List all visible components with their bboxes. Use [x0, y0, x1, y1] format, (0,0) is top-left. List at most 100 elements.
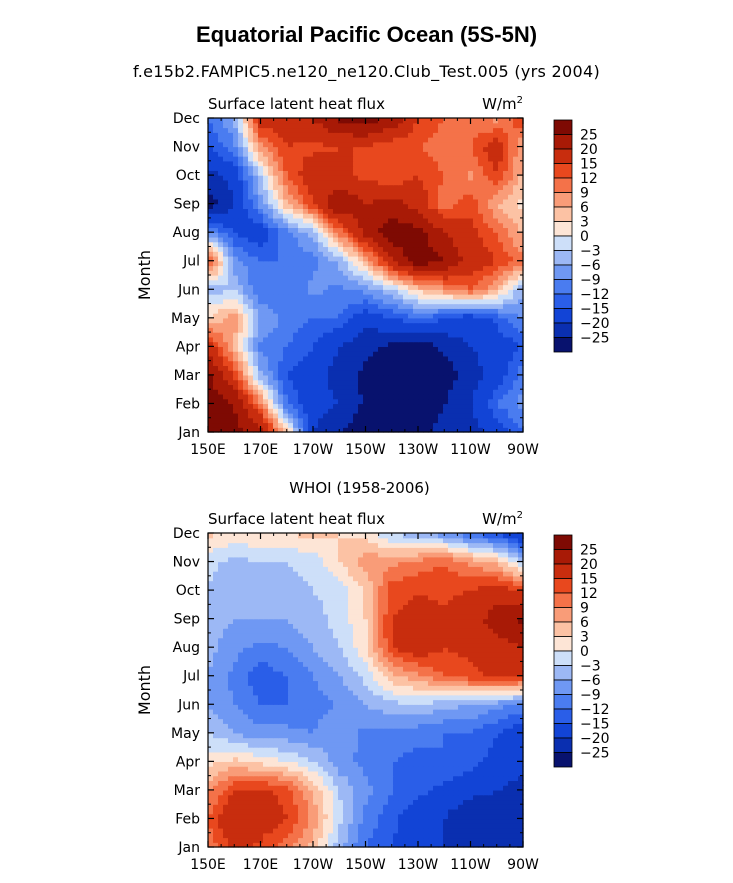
heat-cell [313, 379, 319, 386]
heat-cell [373, 379, 379, 386]
heat-cell [253, 823, 259, 829]
heat-cell [218, 303, 224, 309]
heat-cell [283, 227, 289, 233]
heat-cell [233, 427, 239, 433]
heat-cell [303, 398, 309, 405]
heat-cell [418, 370, 424, 376]
heat-cell [338, 137, 344, 143]
heat-cell [423, 379, 429, 386]
heat-cell [458, 232, 464, 238]
heat-cell [338, 313, 344, 319]
heat-cell [268, 417, 274, 424]
heat-cell [228, 336, 234, 343]
heat-cell [418, 827, 424, 834]
heat-cell [238, 403, 244, 409]
heat-cell [388, 289, 394, 295]
heat-cell [448, 284, 454, 290]
heat-cell [478, 260, 484, 267]
heat-cell [233, 179, 239, 186]
heat-cell [493, 208, 499, 214]
heat-cell [303, 403, 309, 409]
heat-cell [233, 189, 239, 195]
heat-cell [273, 194, 279, 200]
heat-cell [393, 251, 399, 257]
heat-cell [303, 384, 309, 390]
heat-cell [358, 255, 364, 262]
heat-cell [413, 393, 419, 400]
y-tick-label: Oct [176, 168, 201, 184]
heat-cell [433, 160, 439, 167]
heat-cell [458, 198, 464, 205]
heat-cell [483, 127, 489, 133]
heat-cell [358, 279, 364, 286]
heat-cell [353, 403, 359, 409]
heat-cell [313, 246, 319, 252]
heat-cell [458, 427, 464, 433]
heat-cell [453, 379, 459, 386]
heat-cell [273, 804, 279, 810]
heat-cell [403, 194, 409, 200]
heat-cell [428, 403, 434, 409]
heat-cell [508, 241, 514, 248]
heat-cell [463, 818, 469, 824]
heat-cell [338, 403, 344, 409]
heat-cell [223, 389, 229, 395]
heat-cell [518, 336, 524, 343]
heat-cell [288, 203, 294, 209]
heat-cell [323, 370, 329, 376]
heat-cell [213, 141, 219, 148]
heat-cell [418, 165, 424, 171]
heat-cell [443, 122, 449, 129]
heat-cell [408, 175, 414, 181]
heat-cell [413, 251, 419, 257]
heat-cell [288, 412, 294, 419]
heat-cell [318, 275, 324, 281]
heat-cell [378, 818, 384, 824]
heat-cell [453, 179, 459, 186]
heat-cell [513, 327, 519, 333]
heat-cell [293, 813, 299, 820]
heat-cell [243, 222, 249, 229]
heat-cell [373, 227, 379, 233]
heat-cell [518, 255, 524, 262]
heat-cell [238, 332, 244, 338]
heat-cell [408, 141, 414, 148]
heat-cell [328, 122, 334, 129]
heat-cell [293, 127, 299, 133]
heat-cell [488, 284, 494, 290]
heat-cell [243, 132, 249, 138]
heat-cell [468, 379, 474, 386]
heat-cell [458, 303, 464, 309]
heat-cell [438, 379, 444, 386]
heat-cell [393, 808, 399, 815]
heat-cell [373, 308, 379, 314]
heat-cell [498, 265, 504, 271]
heat-cell [398, 842, 404, 848]
heat-cell [238, 374, 244, 381]
heat-cell [213, 355, 219, 362]
heat-cell [438, 156, 444, 162]
heat-cell [238, 346, 244, 352]
heat-cell [243, 393, 249, 400]
heat-cell [493, 365, 499, 371]
heat-cell [248, 389, 254, 395]
heat-cell [263, 351, 269, 357]
heat-cell [268, 255, 274, 262]
heat-cell [238, 837, 244, 843]
heat-cell [293, 222, 299, 229]
heat-cell [448, 184, 454, 190]
heat-cell [393, 146, 399, 152]
heat-cell [303, 165, 309, 171]
heat-cell [218, 127, 224, 133]
heat-cell [213, 823, 219, 829]
heat-cell [268, 260, 274, 267]
heat-cell [493, 132, 499, 138]
heat-cell [498, 360, 504, 366]
heat-cell [453, 336, 459, 343]
heat-cell [243, 408, 249, 414]
heat-cell [283, 298, 289, 305]
heat-cell [413, 189, 419, 195]
heat-cell [513, 118, 519, 124]
heat-cell [353, 132, 359, 138]
heat-cell [428, 275, 434, 281]
